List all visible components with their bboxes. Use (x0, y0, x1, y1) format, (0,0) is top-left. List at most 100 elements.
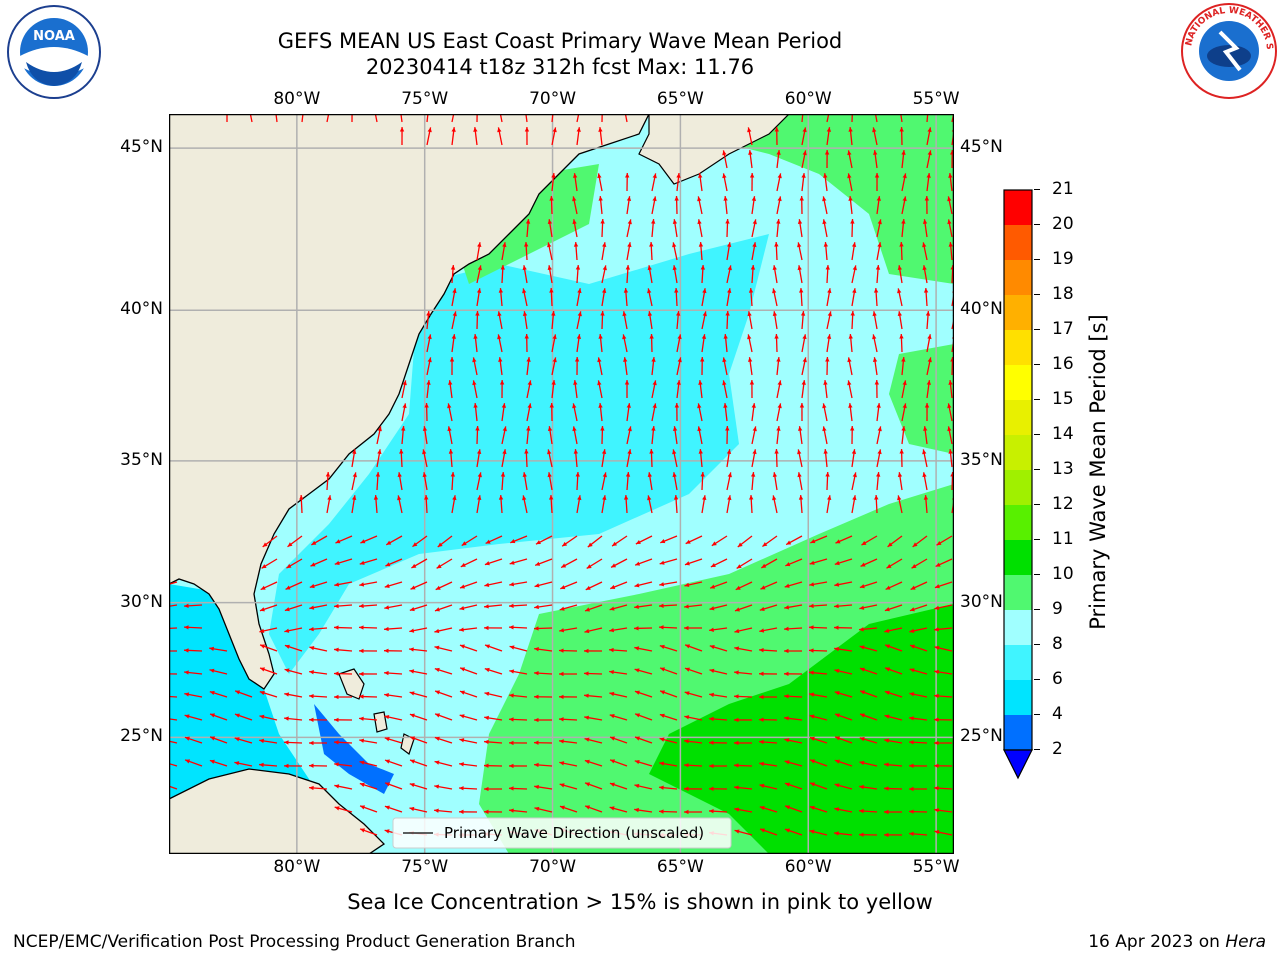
wave-direction-arrow (659, 713, 678, 721)
wave-direction-arrow (401, 380, 407, 399)
wave-direction-arrow (476, 495, 482, 514)
wave-direction-arrow (284, 644, 303, 652)
wave-direction-arrow (747, 334, 753, 353)
wave-direction-arrow (733, 694, 753, 699)
wave-direction-arrow (549, 494, 554, 514)
wave-direction-arrow (784, 828, 803, 836)
wave-direction-arrow (808, 625, 828, 630)
wave-direction-arrow (659, 761, 678, 767)
colorbar-tick-label: 2 (1052, 739, 1063, 759)
wave-direction-arrow (872, 127, 878, 146)
lat-label-right: 25°N (960, 726, 1003, 747)
colorbar-tick-label: 9 (1052, 599, 1063, 619)
wave-direction-arrow (401, 403, 407, 422)
wave-direction-arrow (809, 829, 828, 836)
wave-direction-arrow (360, 535, 378, 544)
wave-direction-arrow (797, 472, 803, 491)
wave-direction-arrow (483, 786, 503, 792)
wave-direction-arrow (384, 604, 403, 610)
wave-direction-arrow (547, 426, 553, 445)
wave-direction-arrow (526, 357, 531, 376)
wave-direction-arrow (259, 604, 278, 612)
colorbar-segment (1004, 470, 1032, 505)
wave-direction-arrow (333, 671, 353, 676)
wave-direction-arrow (534, 647, 553, 652)
wave-direction-arrow (922, 219, 928, 238)
wave-direction-arrow (399, 126, 405, 146)
wave-direction-arrow (708, 740, 728, 745)
wave-direction-arrow (500, 264, 505, 284)
colorbar-tick-label: 19 (1052, 249, 1074, 269)
wave-direction-arrow (260, 581, 278, 591)
wave-direction-arrow (874, 172, 880, 192)
wave-direction-arrow (259, 667, 278, 675)
colorbar-tick-label: 12 (1052, 494, 1074, 514)
lon-label-bottom: 75°W (401, 857, 449, 877)
wave-direction-arrow (875, 265, 881, 284)
wave-direction-arrow (858, 832, 878, 837)
wave-direction-arrow (558, 717, 578, 722)
wave-direction-arrow (947, 403, 953, 422)
wave-direction-arrow (525, 114, 528, 123)
wave-direction-arrow (309, 604, 328, 610)
wave-direction-arrow (801, 114, 804, 123)
wave-direction-arrow (459, 714, 478, 721)
colorbar-tick-mark (1034, 224, 1040, 226)
wave-direction-arrow (334, 603, 353, 609)
wave-direction-arrow (459, 627, 478, 632)
colorbar-segment (1004, 610, 1032, 645)
wave-direction-arrow (434, 645, 453, 652)
wave-direction-arrow (885, 581, 903, 591)
wave-direction-arrow (534, 806, 553, 813)
wave-direction-arrow (584, 759, 603, 767)
wave-direction-arrow (460, 558, 478, 568)
wave-direction-arrow (876, 449, 882, 468)
wave-direction-arrow (651, 173, 657, 192)
wave-direction-arrow (834, 603, 853, 609)
wave-direction-arrow (458, 786, 478, 791)
lon-label-bottom: 55°W (912, 857, 960, 877)
wave-direction-arrow (451, 311, 457, 330)
wave-direction-arrow (424, 402, 429, 422)
wave-direction-arrow (726, 472, 732, 491)
wave-direction-arrow (847, 380, 853, 399)
wave-direction-arrow (458, 809, 478, 815)
wave-direction-arrow (924, 402, 930, 422)
lat-label-left: 25°N (120, 726, 163, 747)
chart-title-line2: 20230414 t18z 312h fcst Max: 11.76 (365, 55, 755, 79)
wave-direction-arrow (522, 265, 528, 284)
wave-direction-arrow (676, 380, 681, 399)
wave-direction-arrow (635, 535, 653, 545)
wave-direction-arrow (334, 581, 353, 587)
period-zone-9-10-east (889, 344, 954, 454)
wave-direction-arrow (823, 173, 828, 192)
wave-direction-arrow (609, 669, 628, 675)
colorbar-tick-mark (1034, 434, 1040, 436)
wave-direction-arrow (598, 196, 603, 215)
wave-direction-arrow (484, 715, 503, 721)
wave-direction-arrow (534, 604, 553, 610)
wave-direction-arrow (926, 380, 931, 399)
wave-direction-arrow (808, 603, 828, 609)
wave-direction-arrow (259, 762, 278, 768)
wave-direction-arrow (822, 219, 828, 238)
wave-direction-arrow (922, 242, 928, 261)
wave-direction-arrow (524, 333, 529, 353)
wave-direction-arrow (359, 828, 378, 836)
wave-direction-arrow (873, 150, 878, 169)
lat-label-left: 40°N (120, 299, 163, 320)
wave-direction-arrow (799, 402, 805, 422)
wave-direction-arrow (259, 644, 278, 652)
wave-direction-arrow (784, 738, 803, 744)
wave-direction-arrow (834, 581, 853, 587)
wave-direction-arrow (608, 647, 628, 653)
wave-direction-arrow (559, 604, 578, 611)
wave-direction-arrow (897, 311, 903, 330)
wave-direction-arrow (726, 449, 732, 468)
wave-direction-arrow (760, 581, 778, 590)
wave-direction-arrow (508, 717, 528, 722)
chart-title-line1: GEFS MEAN US East Coast Primary Wave Mea… (277, 29, 843, 53)
wave-direction-arrow (884, 644, 903, 652)
wave-direction-arrow (934, 669, 953, 675)
wave-direction-arrow (183, 648, 203, 653)
